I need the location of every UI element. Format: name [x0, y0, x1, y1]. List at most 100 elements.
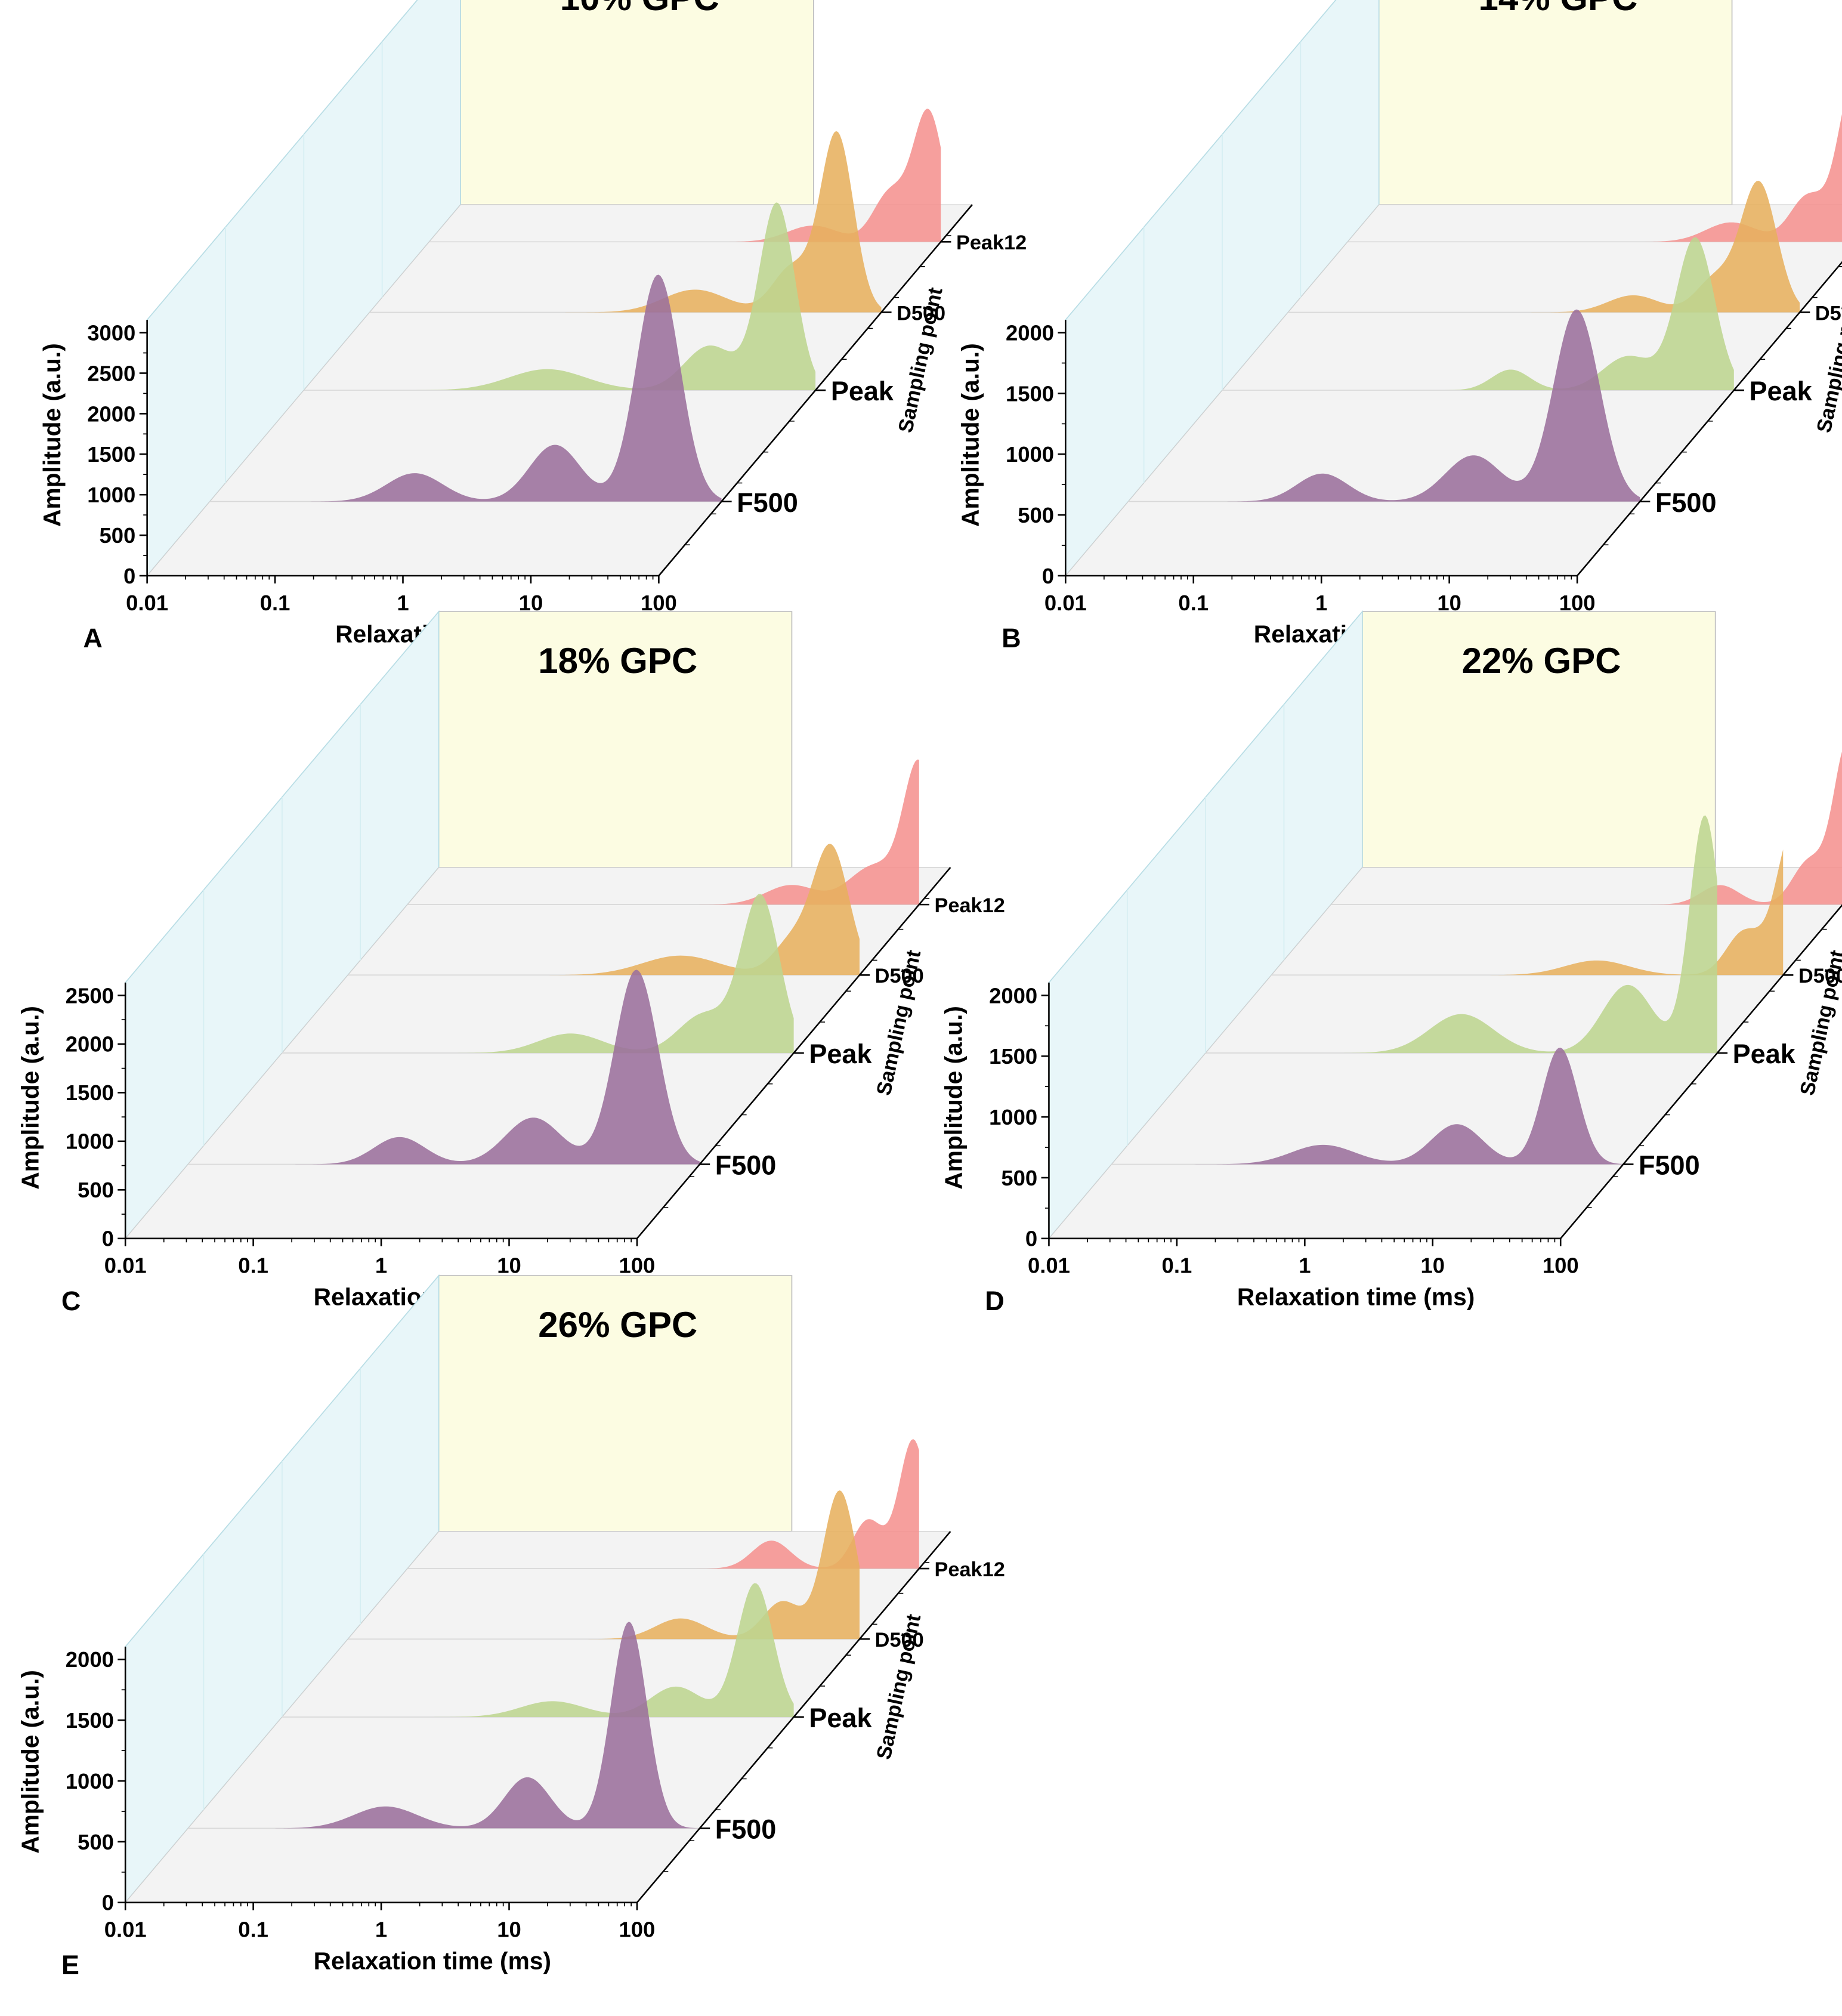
y-tick-label: 1500	[87, 442, 135, 467]
panel-letter: B	[1002, 623, 1021, 653]
ridge-d500	[369, 131, 882, 313]
y-tick-label: 1000	[66, 1769, 114, 1793]
x-tick-label: 0.01	[104, 1254, 147, 1278]
x-tick-label: 0.01	[1028, 1254, 1070, 1278]
category-label-peak12: Peak12	[956, 231, 1027, 254]
ridge-peak	[304, 202, 816, 391]
back-wall	[460, 0, 814, 205]
category-label-f500: F500	[1639, 1150, 1700, 1181]
y-axis-title: Amplitude (a.u.)	[16, 1670, 44, 1854]
panel-title: 26% GPC	[538, 1305, 697, 1345]
x-tick-label: 0.01	[104, 1918, 147, 1942]
y-tick-label: 500	[78, 1178, 114, 1202]
ridge-peak12	[1347, 114, 1842, 242]
ridge-f500	[1111, 1047, 1624, 1165]
chart-panel-d: 0.01 0.1 1 10 1000500100015002000F500PeakD50…	[940, 610, 1842, 1316]
y-tick-label: 1500	[1006, 381, 1054, 406]
y-axis-title: Amplitude (a.u.)	[16, 1006, 44, 1190]
panel-title: 14% GPC	[1478, 0, 1637, 18]
category-label-peak: Peak	[1750, 376, 1813, 406]
x-tick-label: 0.1	[238, 1918, 268, 1942]
x-tick-label: 100	[641, 591, 677, 615]
x-tick-label: 100	[1543, 1254, 1579, 1278]
y-tick-label: 1000	[1006, 442, 1054, 467]
panel-letter: E	[61, 1950, 79, 1980]
y-tick-label: 0	[1025, 1227, 1037, 1251]
category-label-d500: D500	[875, 1629, 924, 1651]
x-tick-label: 1	[375, 1254, 387, 1278]
category-label-peak: Peak	[809, 1039, 872, 1069]
y-tick-label: 2000	[66, 1032, 114, 1057]
y-tick-label: 2000	[66, 1647, 114, 1672]
category-label-f500: F500	[715, 1150, 777, 1181]
ridge-peak12	[407, 1439, 919, 1569]
panel-letter: C	[61, 1286, 81, 1316]
category-label-d500: D500	[1815, 302, 1842, 325]
y-axis-title: Amplitude (a.u.)	[940, 1006, 968, 1190]
x-tick-label: 1	[1299, 1254, 1311, 1278]
chart-panel-a: 0.01 0.1 1 10 100050010001500200025003000F50…	[38, 0, 1027, 653]
y-tick-label: 3000	[87, 320, 135, 345]
category-label-f500: F500	[1655, 487, 1717, 518]
y-tick-label: 0	[102, 1891, 114, 1915]
chart-panel-e: 0.01 0.1 1 10 1000500100015002000F500PeakD50…	[16, 1274, 1005, 1980]
chart-panel-b: 0.010.11101000500100015002000F500PeakD50…	[957, 0, 1842, 653]
x-tick-label: 0.1	[1162, 1254, 1192, 1278]
ridge-f500	[1128, 309, 1640, 502]
x-tick-label: 1	[375, 1918, 387, 1942]
y-axis-title: Amplitude (a.u.)	[957, 343, 984, 527]
x-tick-label: 0.1	[238, 1254, 268, 1278]
category-label-peak12: Peak12	[935, 1558, 1005, 1581]
ridge-d500	[1271, 849, 1784, 975]
ridge-peak	[1206, 815, 1717, 1053]
y-tick-label: 1500	[66, 1708, 114, 1733]
y-tick-label: 1500	[989, 1044, 1037, 1069]
y-tick-label: 1000	[66, 1129, 114, 1154]
panel-letter: A	[83, 623, 103, 653]
x-tick-label: 10	[519, 591, 543, 615]
y-tick-label: 0	[102, 1227, 114, 1251]
x-tick-label: 10	[1437, 591, 1461, 615]
ridge-peak	[282, 894, 794, 1053]
x-axis-title: Relaxation time (ms)	[314, 1947, 551, 1974]
y-tick-label: 1000	[87, 483, 135, 507]
panel-title: 22% GPC	[1462, 641, 1621, 681]
ridge-f500	[209, 274, 722, 502]
ridge-f500	[188, 1622, 700, 1829]
y-tick-label: 500	[1018, 503, 1054, 527]
x-tick-label: 0.1	[1178, 591, 1209, 615]
ridge-peak12	[429, 109, 941, 242]
y-tick-label: 2000	[989, 983, 1037, 1008]
x-tick-label: 1	[397, 591, 409, 615]
x-tick-label: 100	[619, 1918, 656, 1942]
y-tick-label: 0	[123, 564, 135, 588]
ridge-d500	[1288, 180, 1800, 313]
category-label-d500: D500	[1798, 965, 1842, 987]
category-label-f500: F500	[715, 1814, 777, 1845]
y-tick-label: 2000	[1006, 320, 1054, 345]
panel-letter: D	[985, 1286, 1005, 1316]
x-tick-label: 0.01	[1044, 591, 1087, 615]
ridge-d500	[348, 1490, 860, 1640]
category-label-peak: Peak	[809, 1703, 872, 1733]
back-wall	[438, 1275, 793, 1532]
y-tick-label: 500	[78, 1830, 114, 1854]
category-label-peak: Peak	[1733, 1039, 1796, 1069]
category-label-peak12: Peak12	[935, 894, 1005, 917]
ridge-peak12	[1331, 751, 1842, 905]
category-label-peak: Peak	[831, 376, 894, 406]
y-tick-label: 500	[100, 523, 136, 548]
ridge-d500	[348, 844, 860, 975]
panel-title: 10% GPC	[560, 0, 719, 18]
category-label-f500: F500	[737, 487, 798, 518]
x-tick-label: 10	[497, 1918, 521, 1942]
back-wall	[438, 611, 793, 868]
x-tick-label: 0.01	[126, 591, 168, 615]
chart-panel-c: 0.01 0.1 1 10 10005001000150020002500F500Pea…	[16, 610, 1005, 1316]
y-tick-label: 1000	[989, 1105, 1037, 1129]
back-wall	[1378, 0, 1733, 205]
category-label-d500: D500	[875, 965, 924, 987]
ridge-f500	[188, 970, 700, 1165]
